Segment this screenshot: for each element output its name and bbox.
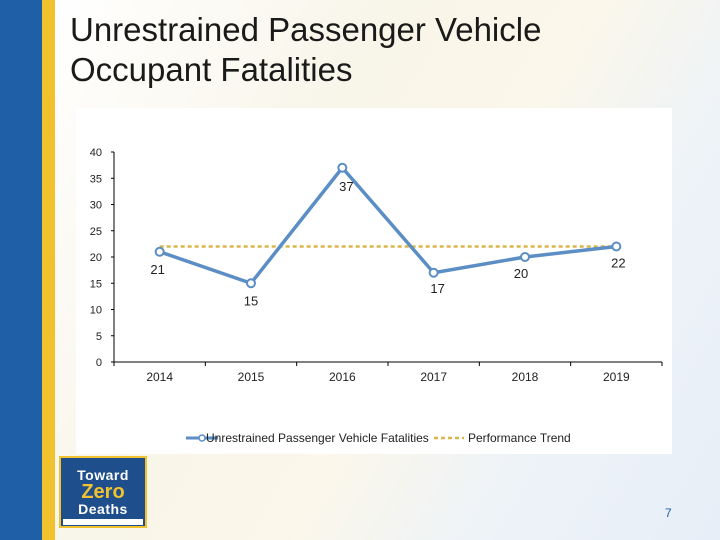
- fatalities-series-line: [159, 166, 617, 285]
- data-point: [246, 278, 256, 289]
- y-tick-label: 30: [90, 200, 102, 212]
- x-tick-label: 2015: [238, 370, 265, 384]
- x-tick-label: 2016: [329, 370, 356, 384]
- data-point: [428, 267, 439, 278]
- slide-title: Unrestrained Passenger Vehicle Occupant …: [70, 11, 542, 88]
- sidebar-yellow-bar: [42, 0, 55, 540]
- x-tick-label: 2017: [420, 370, 447, 384]
- x-tick-label: 2014: [146, 370, 173, 384]
- sidebar-blue-bar: [0, 0, 42, 540]
- data-label: 17: [430, 281, 444, 296]
- x-tick-label: 2018: [512, 370, 539, 384]
- chart-panel: 0 5 10 15 20 25 30 35 40 2014 2015 2016 2017 2018 2019…: [76, 108, 672, 454]
- legend-marker-fatalities: [198, 434, 206, 442]
- page-number: 7: [665, 506, 672, 520]
- toward-zero-deaths-logo: Toward Zero Deaths: [59, 456, 147, 528]
- y-tick-label: 20: [90, 252, 102, 264]
- logo-line-3: Deaths: [78, 501, 128, 517]
- data-label: 22: [611, 256, 625, 271]
- x-tick-label: 2019: [603, 370, 630, 384]
- data-label: 15: [244, 293, 258, 308]
- data-point: [520, 252, 530, 262]
- y-tick-label: 35: [90, 173, 102, 185]
- data-point: [337, 162, 348, 173]
- data-label: 20: [514, 266, 528, 281]
- logo-tagline-strip: [63, 519, 143, 525]
- y-tick-label: 5: [96, 331, 102, 343]
- y-tick-label: 15: [90, 278, 102, 290]
- logo-line-1: Toward: [77, 467, 129, 483]
- data-label: 21: [150, 262, 164, 277]
- y-tick-label: 40: [90, 147, 102, 159]
- data-label: 37: [339, 179, 353, 194]
- y-tick-label: 10: [90, 305, 102, 317]
- data-point: [154, 246, 165, 257]
- data-point: [611, 241, 622, 252]
- logo-line-2: Zero: [81, 481, 125, 503]
- y-tick-label: 25: [90, 226, 102, 238]
- legend-label-fatalities: Unrestrained Passenger Vehicle Fatalitie…: [206, 431, 429, 445]
- y-tick-label: 0: [96, 357, 102, 369]
- legend-label-trend: Performance Trend: [468, 431, 571, 445]
